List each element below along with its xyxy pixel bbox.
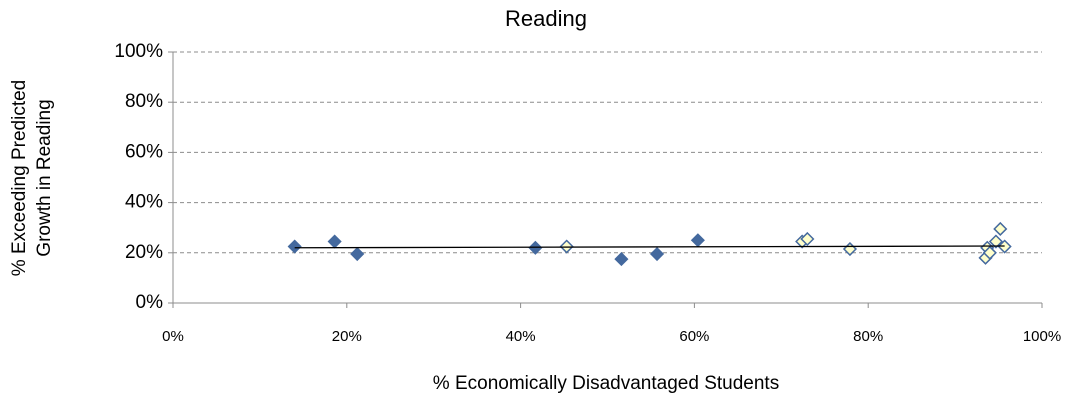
x-tick-label: 60% — [679, 328, 709, 345]
trendline — [294, 245, 1005, 249]
y-axis-label: % Exceeding Predicted — [9, 80, 30, 276]
data-point — [287, 239, 302, 254]
y-tick-label: 20% — [125, 242, 163, 263]
data-point — [614, 252, 629, 267]
y-tick-label: 0% — [136, 292, 164, 313]
x-tick-label: 100% — [1023, 328, 1061, 345]
data-point — [649, 246, 665, 262]
x-tick-label: 0% — [162, 328, 184, 345]
data-point — [988, 234, 1004, 249]
y-axis-label: Growth in Reading — [34, 99, 55, 256]
y-tick-label: 40% — [125, 192, 163, 213]
data-point — [800, 231, 815, 247]
data-point — [993, 221, 1008, 237]
data-point — [690, 233, 705, 248]
y-tick-label: 60% — [125, 141, 163, 162]
x-tick-label: 20% — [332, 328, 362, 345]
x-axis-label: % Economically Disadvantaged Students — [433, 373, 779, 394]
x-tick-label: 40% — [506, 328, 536, 345]
data-point — [982, 245, 997, 260]
x-tick-label: 80% — [853, 328, 883, 345]
y-tick-label: 80% — [125, 91, 163, 112]
y-tick-label: 100% — [114, 41, 163, 62]
data-point — [350, 246, 365, 262]
chart-title: Reading — [505, 6, 587, 31]
data-point — [327, 234, 342, 249]
